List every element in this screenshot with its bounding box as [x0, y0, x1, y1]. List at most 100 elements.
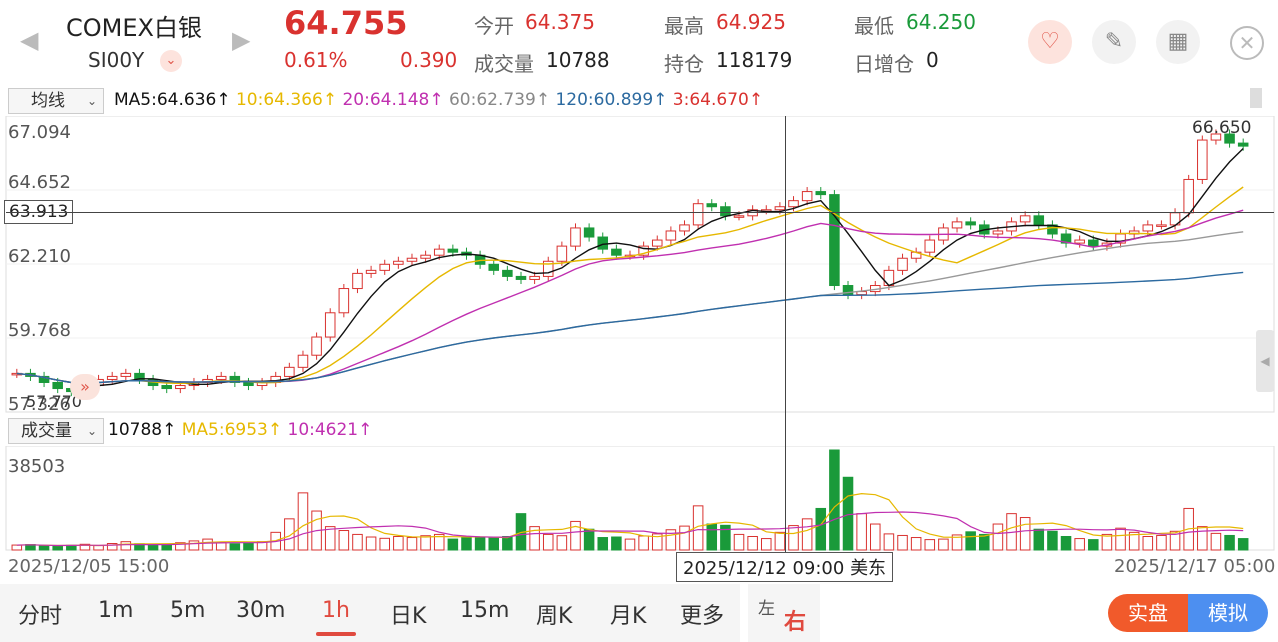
volume-bar	[284, 518, 295, 551]
price-chart[interactable]	[0, 116, 1278, 416]
chevron-down-icon[interactable]: ⌄	[160, 50, 182, 72]
volume-bar	[93, 545, 104, 551]
candle	[665, 230, 677, 241]
volume-bar	[393, 535, 404, 551]
volume-bar	[747, 535, 758, 551]
volume-bar	[1047, 530, 1058, 551]
date-left: 2025/12/05 15:00	[8, 556, 170, 577]
prev-symbol-arrow[interactable]: ◀	[20, 26, 39, 54]
volume-bar	[542, 533, 554, 551]
side-right-label: 右	[784, 610, 807, 635]
volume-bar	[1210, 532, 1222, 551]
volume-bar	[829, 449, 840, 551]
candle	[229, 375, 241, 383]
crosshair-date: 2025/12/12 09:00 美东	[676, 552, 894, 582]
volume-bar	[979, 533, 990, 551]
volume-bar	[243, 542, 254, 551]
candle	[951, 221, 963, 229]
candle	[1033, 215, 1045, 226]
volume-bar	[556, 535, 568, 551]
volume-bar	[611, 536, 622, 551]
volume-bar	[1019, 517, 1031, 551]
next-symbol-arrow[interactable]: ▶	[232, 26, 251, 54]
ma10-line	[16, 186, 1244, 385]
tf-more[interactable]: 更多	[680, 604, 725, 629]
volume-bar	[938, 538, 949, 551]
candle	[801, 191, 813, 202]
tf-intraday[interactable]: 分时	[18, 604, 63, 629]
candle	[542, 260, 554, 277]
close-icon[interactable]: ✕	[1230, 26, 1264, 60]
indicator-select[interactable]: 均线 ⌄	[8, 88, 104, 114]
side-panel-handle[interactable]: ◀	[1256, 330, 1274, 392]
volume-indicator-select[interactable]: 成交量 ⌄	[8, 418, 104, 444]
candle	[311, 336, 322, 356]
tf-5m[interactable]: 5m	[170, 598, 206, 623]
volume-bar	[352, 533, 363, 551]
candle	[433, 248, 445, 256]
side-toggle[interactable]	[748, 584, 820, 642]
tf-1m[interactable]: 1m	[98, 598, 134, 623]
date-right: 2025/12/17 05:00	[1114, 556, 1276, 577]
sim-trade-button[interactable]: 模拟	[1188, 594, 1268, 632]
tf-monthly[interactable]: 月K	[610, 604, 647, 629]
tf-daily[interactable]: 日K	[390, 604, 427, 629]
real-trade-button[interactable]: 实盘	[1108, 594, 1188, 632]
volume-bar	[965, 531, 976, 551]
volume-bar	[1088, 539, 1099, 551]
volume-bar	[638, 535, 649, 551]
volume-bar	[924, 539, 936, 551]
candle	[829, 194, 840, 287]
volume-chart[interactable]	[0, 446, 1278, 552]
volume-bar	[120, 541, 132, 551]
grid-apps-icon[interactable]: ▦	[1156, 20, 1200, 64]
settings-bar-icon[interactable]	[1250, 88, 1262, 108]
tf-15m[interactable]: 15m	[460, 598, 510, 623]
volume-bar	[79, 543, 91, 551]
volume-bar	[447, 538, 459, 551]
candle	[324, 312, 336, 338]
volume-bar	[597, 537, 609, 551]
ma120-line	[16, 271, 1244, 384]
change-percent: 0.61%	[284, 48, 348, 72]
volume-bar	[706, 523, 718, 551]
volume-bar	[1169, 530, 1181, 551]
candle	[897, 257, 908, 271]
timeframe-bar	[0, 584, 740, 642]
expand-arrows-icon[interactable]: »	[70, 374, 100, 400]
volume-bar	[461, 537, 472, 551]
volume-bar	[883, 533, 895, 551]
oi-change-value: 0	[926, 48, 939, 72]
volume-bar	[1060, 535, 1072, 551]
y-label-1: 67.094	[8, 122, 71, 143]
ma3-value: 3:64.670↑	[672, 90, 764, 110]
volume-bar	[651, 533, 663, 551]
symbol-title: COMEX白银	[66, 14, 202, 42]
candle	[297, 354, 309, 368]
volume-bar	[474, 536, 486, 551]
candle	[106, 375, 118, 380]
volume-bar	[1128, 531, 1140, 551]
candle	[502, 269, 513, 277]
volume-bar	[1156, 534, 1167, 551]
volume-bar	[365, 536, 377, 551]
volume-bar	[433, 533, 445, 551]
tf-30m[interactable]: 30m	[236, 598, 286, 623]
ma20-line	[16, 209, 1244, 384]
volume-values: 10788↑ MA5:6953↑ 10:4621↑	[108, 420, 372, 440]
max-price-label: 66.650	[1192, 118, 1252, 138]
candle	[570, 227, 581, 247]
candle	[1074, 239, 1085, 244]
favorite-heart-icon[interactable]: ♡	[1028, 20, 1072, 64]
ma5-line	[16, 148, 1244, 387]
candle	[1183, 178, 1194, 214]
edit-pencil-icon[interactable]: ✎	[1092, 20, 1136, 64]
volume-bar	[788, 525, 799, 551]
tf-weekly[interactable]: 周K	[536, 604, 573, 629]
volume-bar	[815, 507, 827, 551]
candle	[243, 381, 254, 387]
volume-bar	[1197, 526, 1208, 551]
ma-values: MA5:64.636↑ 10:64.366↑ 20:64.148↑ 60:62.…	[114, 90, 763, 110]
tf-1h[interactable]: 1h	[322, 598, 350, 623]
volume-bar	[842, 476, 854, 551]
